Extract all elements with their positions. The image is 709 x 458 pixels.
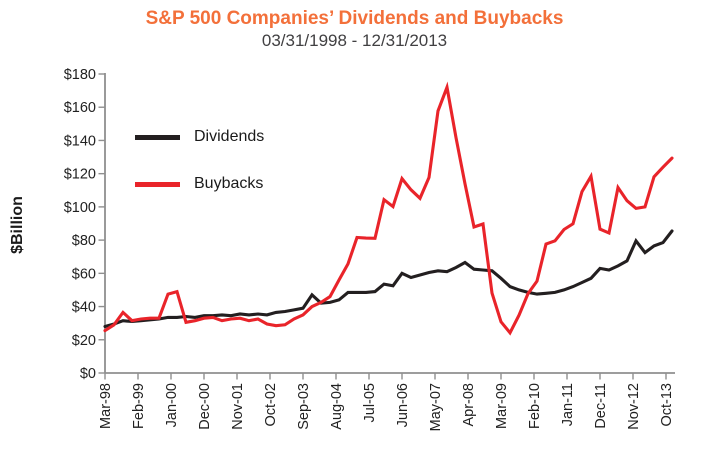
x-tick-label: Mar-98 xyxy=(98,383,114,429)
y-tick-label: $80 xyxy=(72,233,96,249)
x-tick-label: Mar-09 xyxy=(494,383,510,429)
buybacks-line-swatch xyxy=(135,181,180,187)
x-tick-label: Oct-02 xyxy=(263,383,279,427)
x-tick-label: Feb-99 xyxy=(131,383,147,429)
y-tick-label: $140 xyxy=(64,133,96,149)
dividends-line-swatch xyxy=(135,134,180,140)
x-tick-label: Jun-06 xyxy=(395,383,411,427)
chart-title: S&P 500 Companies’ Dividends and Buyback… xyxy=(145,8,564,29)
x-tick-label: Nov-12 xyxy=(626,383,642,430)
buybacks-line xyxy=(103,81,674,336)
x-tick-label: May-07 xyxy=(428,383,444,431)
x-tick-label: Nov-01 xyxy=(230,383,246,430)
dividends-line xyxy=(103,229,674,329)
x-tick-label: Jan-00 xyxy=(164,383,180,427)
y-tick-label: $0 xyxy=(80,366,96,382)
x-tick-label: Dec-00 xyxy=(197,383,213,430)
x-tick-label: Dec-11 xyxy=(593,383,609,429)
y-axis-title: $Billion xyxy=(9,196,26,254)
x-tick-label: Feb-10 xyxy=(527,383,543,429)
x-tick-label: Jan-11 xyxy=(560,383,576,426)
legend-label-buybacks: Buybacks xyxy=(194,175,264,192)
x-tick-label: Jul-05 xyxy=(362,383,378,423)
y-tick-label: $20 xyxy=(72,333,96,349)
legend-item-buybacks: Buybacks xyxy=(135,175,263,193)
y-tick-label: $120 xyxy=(64,167,96,183)
x-tick-label: Oct-13 xyxy=(659,383,675,427)
x-tick-label: Sep-03 xyxy=(296,383,312,430)
legend-label-dividends: Dividends xyxy=(194,128,265,145)
y-tick-label: $160 xyxy=(64,100,96,116)
y-tick-label: $180 xyxy=(64,67,96,83)
x-tick-label: Apr-08 xyxy=(461,383,477,427)
x-tick-label: Aug-04 xyxy=(329,383,345,430)
chart-subtitle: 03/31/1998 - 12/31/2013 xyxy=(261,31,448,50)
legend-item-dividends: Dividends xyxy=(135,128,264,146)
y-tick-label: $40 xyxy=(72,300,96,316)
y-tick-label: $100 xyxy=(64,200,96,216)
y-tick-label: $60 xyxy=(72,266,96,282)
